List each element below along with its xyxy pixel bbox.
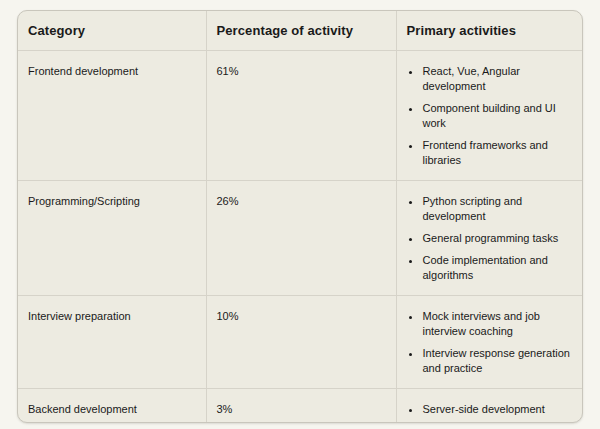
percentage-cell: 26%: [206, 181, 396, 296]
table-row: Frontend development 61% React, Vue, Ang…: [18, 51, 582, 181]
column-header-percentage: Percentage of activity: [206, 11, 396, 51]
activities-cell: React, Vue, Angular development Componen…: [396, 51, 582, 181]
activity-item: Code implementation and algorithms: [422, 253, 577, 283]
activity-item: Mock interviews and job interview coachi…: [422, 309, 577, 339]
table-row: Backend development 3% Server-side devel…: [18, 389, 582, 424]
table-row: Programming/Scripting 26% Python scripti…: [18, 181, 582, 296]
activity-item: Python scripting and development: [422, 194, 577, 224]
activity-item: Component building and UI work: [422, 101, 577, 131]
category-cell: Interview preparation: [18, 296, 206, 389]
activity-table: Category Percentage of activity Primary …: [18, 11, 582, 423]
activity-item: React, Vue, Angular development: [422, 64, 577, 94]
activity-item: General programming tasks: [422, 231, 577, 246]
activities-list: Server-side development API creation and…: [407, 402, 577, 423]
percentage-cell: 10%: [206, 296, 396, 389]
category-cell: Backend development: [18, 389, 206, 424]
activities-list: React, Vue, Angular development Componen…: [407, 64, 577, 168]
percentage-cell: 61%: [206, 51, 396, 181]
column-header-category: Category: [18, 11, 206, 51]
table-row: Interview preparation 10% Mock interview…: [18, 296, 582, 389]
activities-cell: Mock interviews and job interview coachi…: [396, 296, 582, 389]
activities-cell: Server-side development API creation and…: [396, 389, 582, 424]
activity-item: Frontend frameworks and libraries: [422, 138, 577, 168]
percentage-cell: 3%: [206, 389, 396, 424]
column-header-primary-activities: Primary activities: [396, 11, 582, 51]
activity-item: Interview response generation and practi…: [422, 346, 577, 376]
activities-list: Python scripting and development General…: [407, 194, 577, 283]
category-cell: Programming/Scripting: [18, 181, 206, 296]
activities-list: Mock interviews and job interview coachi…: [407, 309, 577, 376]
activities-cell: Python scripting and development General…: [396, 181, 582, 296]
table-card: Category Percentage of activity Primary …: [17, 10, 583, 423]
category-cell: Frontend development: [18, 51, 206, 181]
header-row: Category Percentage of activity Primary …: [18, 11, 582, 51]
table-header: Category Percentage of activity Primary …: [18, 11, 582, 51]
table-body: Frontend development 61% React, Vue, Ang…: [18, 51, 582, 424]
activity-item: Server-side development: [422, 402, 577, 417]
